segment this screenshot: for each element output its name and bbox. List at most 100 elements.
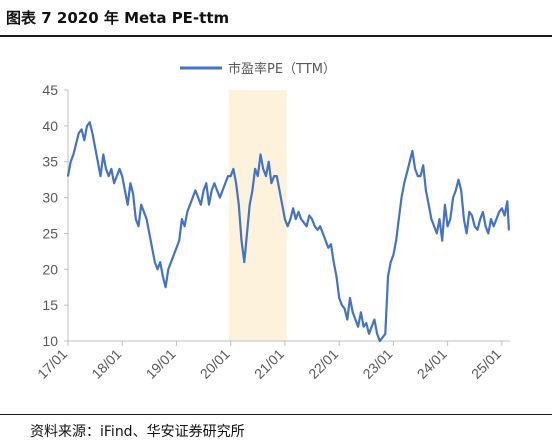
data-point [351, 311, 354, 314]
data-point [311, 218, 313, 220]
data-point [452, 196, 454, 199]
y-tick-label: 10 [42, 333, 58, 349]
data-point [197, 196, 199, 199]
data-point [433, 225, 435, 228]
data-point [246, 232, 248, 235]
data-point [72, 153, 75, 156]
data-point [83, 139, 86, 141]
source-note: 资料来源：iFind、华安证券研究所 [30, 424, 245, 440]
data-point [457, 178, 460, 181]
data-point [281, 203, 284, 206]
data-point [430, 218, 433, 220]
data-point [297, 211, 300, 213]
y-tick-label: 40 [42, 118, 58, 134]
highlight-band-2020 [228, 90, 287, 341]
data-point [389, 261, 392, 263]
data-point [343, 307, 346, 310]
y-tick-label: 30 [42, 190, 58, 206]
data-point [257, 175, 259, 177]
data-point [205, 182, 208, 185]
data-point [259, 153, 262, 156]
data-point [506, 200, 509, 202]
data-point [121, 175, 124, 177]
data-point [213, 182, 216, 185]
x-tick-label: 19/01 [142, 346, 178, 382]
data-point [463, 218, 465, 220]
data-point [479, 218, 481, 220]
data-point [126, 203, 129, 206]
data-point [232, 168, 235, 170]
x-tick-label: 22/01 [305, 346, 341, 382]
data-point [330, 243, 332, 245]
data-point [354, 318, 357, 321]
data-point [75, 142, 77, 145]
data-point [346, 318, 349, 321]
data-point [305, 225, 308, 228]
data-point [248, 203, 251, 206]
data-point [465, 232, 468, 235]
data-point [327, 246, 330, 249]
data-point [362, 325, 365, 328]
data-point [78, 132, 80, 134]
data-point [224, 182, 227, 185]
data-point [105, 168, 107, 170]
data-point [408, 160, 411, 163]
x-tick-label: 23/01 [359, 346, 395, 382]
data-point [414, 168, 416, 170]
data-point [313, 225, 316, 228]
data-point [449, 218, 452, 220]
data-point [265, 175, 267, 177]
data-point [487, 232, 490, 235]
data-point [273, 175, 275, 177]
data-point [508, 229, 510, 231]
data-point [67, 175, 69, 177]
data-point [341, 304, 343, 306]
data-point [91, 132, 94, 134]
data-point [172, 254, 175, 256]
data-point [219, 196, 221, 199]
data-point [476, 229, 479, 231]
data-point [240, 239, 243, 242]
data-point [324, 239, 327, 242]
data-point [86, 125, 88, 127]
x-tick-label: 18/01 [88, 346, 124, 382]
data-point [435, 232, 438, 235]
title-rule [0, 35, 552, 37]
data-point [384, 333, 387, 335]
data-point [278, 189, 281, 192]
data-point [178, 239, 180, 242]
data-point [403, 182, 406, 185]
data-point [221, 189, 224, 192]
y-tick-label: 35 [42, 154, 58, 170]
data-point [99, 175, 102, 177]
series-points [67, 121, 510, 342]
pe-line-chart: 市盈率PE（TTM） 10 15 20 25 30 35 40 45 17/01 18/01 19… [34, 61, 510, 382]
data-point [419, 175, 422, 177]
data-point [235, 182, 237, 185]
x-tick-labels: 17/01 18/01 19/01 20/01 21/01 22/01 23/01 24/01… [34, 341, 504, 382]
x-tick-label: 25/01 [468, 346, 504, 382]
data-point [395, 239, 397, 242]
data-point [379, 340, 381, 342]
data-point [132, 193, 134, 195]
data-point [294, 218, 297, 220]
data-point [286, 225, 289, 228]
data-point [460, 189, 462, 192]
data-point [137, 225, 140, 228]
y-tick-label: 20 [42, 261, 58, 277]
data-point [153, 261, 156, 263]
data-point [145, 218, 148, 220]
data-point [200, 203, 202, 206]
data-point [118, 168, 121, 170]
data-point [471, 214, 473, 217]
data-point [175, 246, 178, 249]
data-point [370, 325, 373, 328]
data-point [183, 225, 186, 228]
data-point [482, 211, 484, 213]
y-tick-label: 45 [42, 82, 58, 98]
data-point [360, 311, 362, 314]
data-point [503, 214, 506, 217]
data-point [289, 218, 292, 220]
data-point [387, 275, 389, 278]
data-point [238, 203, 240, 206]
